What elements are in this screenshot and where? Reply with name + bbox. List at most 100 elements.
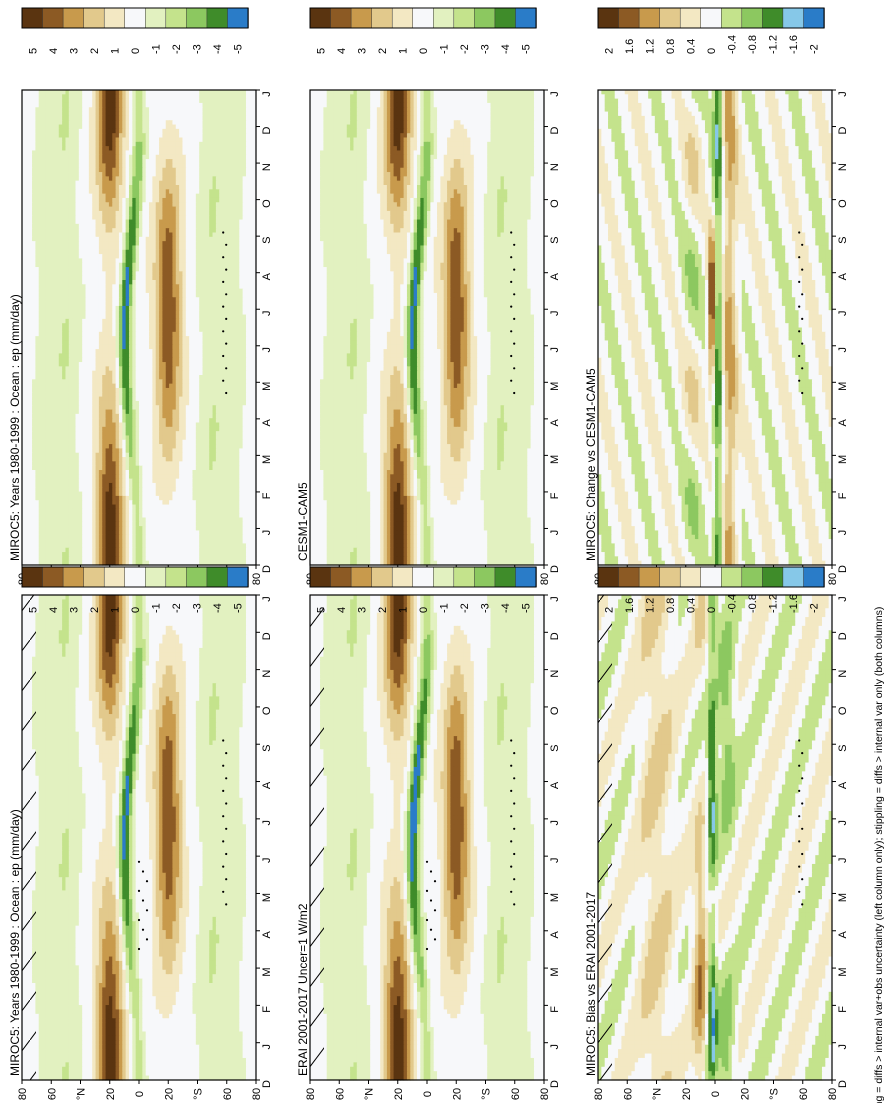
heatmap-cell (166, 163, 170, 168)
heatmap-cell (96, 198, 100, 203)
heatmap-cell (109, 125, 113, 130)
heatmap-cell (249, 168, 253, 173)
heatmap-cell (49, 172, 53, 177)
heatmap-cell (119, 168, 123, 173)
heatmap-cell (189, 129, 193, 134)
heatmap-cell (156, 198, 160, 203)
heatmap-cell (179, 371, 183, 376)
heatmap-cell (156, 371, 160, 376)
heatmap-cell (72, 228, 76, 233)
heatmap-cell (226, 276, 230, 281)
heatmap-cell (142, 276, 146, 281)
heatmap-cell (62, 90, 66, 95)
heatmap-cell (72, 366, 76, 371)
heatmap-cell (86, 315, 90, 320)
heatmap-cell (96, 185, 100, 190)
heatmap-cell (86, 146, 90, 151)
heatmap-cell (72, 375, 76, 380)
heatmap-cell (179, 211, 183, 216)
heatmap-cell (39, 289, 43, 294)
heatmap-cell (203, 159, 207, 164)
heatmap-cell (39, 302, 43, 307)
heatmap-cell (179, 267, 183, 272)
heatmap-cell (189, 215, 193, 220)
heatmap-cell (132, 267, 136, 272)
heatmap-cell (213, 125, 217, 130)
heatmap-cell (189, 107, 193, 112)
heatmap-cell (156, 328, 160, 333)
heatmap-cell (62, 211, 66, 216)
heatmap-cell (156, 215, 160, 220)
heatmap-cell (203, 366, 207, 371)
heatmap-cell (109, 289, 113, 294)
heatmap-cell (142, 224, 146, 229)
heatmap-cell (109, 328, 113, 333)
heatmap-cell (166, 168, 170, 173)
heatmap-cell (166, 142, 170, 147)
heatmap-cell (39, 107, 43, 112)
heatmap-cell (142, 297, 146, 302)
heatmap-cell (236, 172, 240, 177)
heatmap-cell (86, 284, 90, 289)
heatmap-cell (39, 202, 43, 207)
heatmap-cell (189, 237, 193, 242)
heatmap-cell (203, 189, 207, 194)
heatmap-cell (249, 150, 253, 155)
heatmap-cell (179, 215, 183, 220)
heatmap-cell (72, 271, 76, 276)
heatmap-cell (62, 138, 66, 143)
heatmap-cell (189, 345, 193, 350)
heatmap-cell (203, 112, 207, 117)
heatmap-cell (166, 125, 170, 130)
heatmap-cell (109, 284, 113, 289)
heatmap-cell (109, 224, 113, 229)
heatmap-cell (179, 116, 183, 121)
heatmap-cell (96, 315, 100, 320)
heatmap-cell (39, 159, 43, 164)
heatmap-cell (179, 375, 183, 380)
heatmap-cell (49, 107, 53, 112)
heatmap-cell (236, 388, 240, 393)
heatmap-cell (166, 198, 170, 203)
heatmap-cell (72, 237, 76, 242)
heatmap-cell (142, 289, 146, 294)
heatmap-cell (86, 189, 90, 194)
heatmap-cell (119, 198, 123, 203)
heatmap-cell (203, 349, 207, 354)
heatmap-cell (203, 233, 207, 238)
heatmap-cell (72, 172, 76, 177)
heatmap-cell (226, 328, 230, 333)
heatmap-cell (119, 328, 123, 333)
heatmap-cell (156, 254, 160, 259)
heatmap-cell (25, 280, 29, 285)
heatmap-cell (156, 194, 160, 199)
heatmap-cell (119, 340, 123, 345)
heatmap-cell (49, 371, 53, 376)
heatmap-cell (86, 215, 90, 220)
heatmap-cell (156, 276, 160, 281)
heatmap-cell (203, 392, 207, 397)
heatmap-cell (203, 99, 207, 104)
heatmap-cell (213, 323, 217, 328)
heatmap-cell (25, 241, 29, 246)
heatmap-cell (25, 258, 29, 263)
heatmap-cell (236, 366, 240, 371)
heatmap-cell (189, 375, 193, 380)
heatmap-cell (226, 306, 230, 311)
heatmap-cell (142, 107, 146, 112)
heatmap-cell (236, 90, 240, 95)
heatmap-cell (213, 250, 217, 255)
heatmap-cell (179, 142, 183, 147)
heatmap-cell (132, 125, 136, 130)
heatmap-cell (109, 271, 113, 276)
heatmap-cell (142, 336, 146, 341)
heatmap-cell (156, 319, 160, 324)
heatmap-cell (119, 362, 123, 367)
heatmap-cell (189, 207, 193, 212)
heatmap-cell (25, 138, 29, 143)
heatmap-cell (119, 310, 123, 315)
heatmap-cell (142, 176, 146, 181)
heatmap-cell (62, 392, 66, 397)
heatmap-cell (49, 211, 53, 216)
heatmap-cell (25, 358, 29, 363)
